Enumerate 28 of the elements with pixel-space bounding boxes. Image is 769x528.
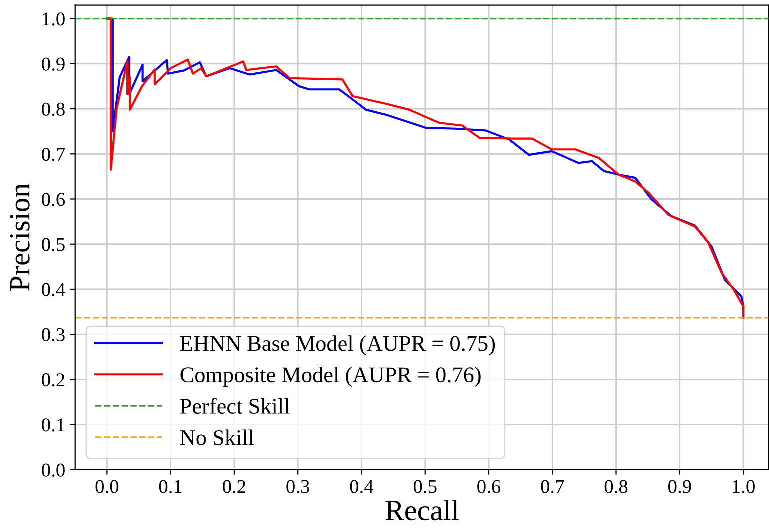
y-tick-label: 0.3 <box>42 328 65 342</box>
legend-label: Composite Model (AUPR = 0.76) <box>180 366 481 388</box>
x-axis-title: Recall <box>386 500 459 521</box>
x-tick-label: 1.0 <box>733 480 755 494</box>
y-tick-label: 1.0 <box>43 12 65 26</box>
y-tick-label: 0.7 <box>42 148 66 162</box>
x-tick-label: 0.7 <box>541 480 564 494</box>
y-tick-label: 0.2 <box>42 374 65 387</box>
x-tick-label: 0.8 <box>604 480 628 494</box>
y-tick-label: 0.9 <box>42 58 65 71</box>
y-axis-title: Precision <box>10 184 30 292</box>
y-tick-label: 0.6 <box>42 193 66 206</box>
y-tick-label: 0.0 <box>42 464 65 477</box>
y-tick-label: 0.4 <box>42 283 66 296</box>
x-tick-label: 0.0 <box>96 480 119 494</box>
x-tick-label: 0.6 <box>478 480 501 494</box>
x-tick-label: 0.5 <box>414 480 437 494</box>
legend-label: No Skill <box>180 430 254 446</box>
y-tick-label: 0.1 <box>42 418 64 432</box>
y-tick-label: 0.5 <box>42 238 65 252</box>
x-tick-label: 0.9 <box>668 480 692 494</box>
legend-label: EHNN Base Model (AUPR = 0.75) <box>180 336 496 356</box>
legend-label: Perfect Skill <box>180 398 290 414</box>
x-tick-label: 0.2 <box>223 480 246 494</box>
x-tick-label: 0.3 <box>286 480 310 494</box>
x-tick-label: 0.1 <box>159 480 182 494</box>
x-tick-label: 0.4 <box>350 480 374 494</box>
y-tick-label: 0.8 <box>42 102 65 116</box>
